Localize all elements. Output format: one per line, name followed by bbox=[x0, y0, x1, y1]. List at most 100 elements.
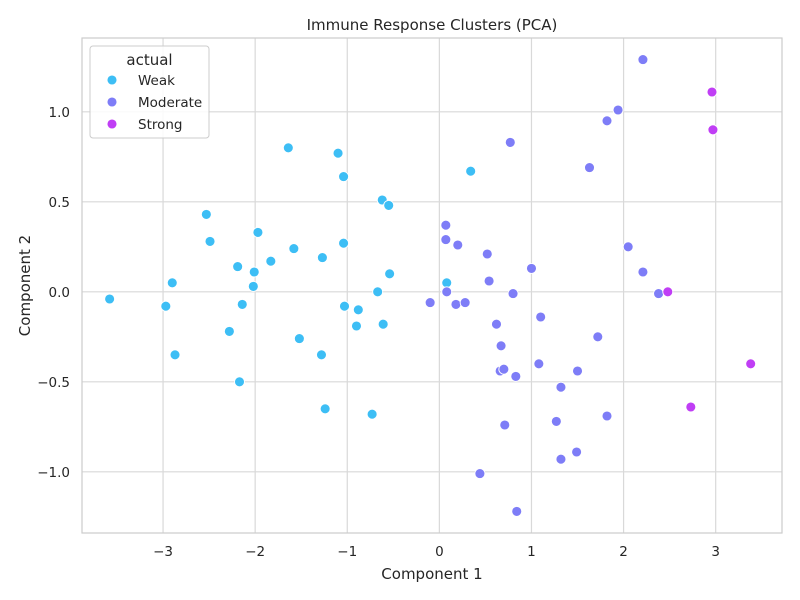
data-point-moderate bbox=[481, 248, 493, 260]
data-point-weak bbox=[288, 243, 300, 255]
data-point-weak bbox=[384, 268, 396, 280]
data-point-weak bbox=[248, 266, 260, 278]
data-point-moderate bbox=[622, 241, 634, 253]
data-point-moderate bbox=[592, 331, 604, 343]
data-point-weak bbox=[160, 300, 172, 312]
y-tick-label: −1.0 bbox=[37, 465, 70, 481]
data-point-moderate bbox=[459, 297, 471, 309]
data-point-weak bbox=[465, 165, 477, 177]
data-point-moderate bbox=[510, 370, 522, 382]
data-point-moderate bbox=[637, 54, 649, 66]
x-axis-title: Component 1 bbox=[381, 565, 482, 583]
data-point-moderate bbox=[499, 419, 511, 431]
data-point-moderate bbox=[601, 410, 613, 422]
data-point-moderate bbox=[498, 363, 510, 375]
y-tick-label: −0.5 bbox=[37, 375, 70, 391]
data-point-moderate bbox=[572, 365, 583, 377]
data-point-moderate bbox=[424, 297, 436, 309]
data-point-moderate bbox=[440, 219, 452, 231]
data-point-moderate bbox=[495, 340, 507, 352]
data-point-moderate bbox=[440, 234, 452, 246]
data-point-weak bbox=[169, 349, 181, 361]
x-tick-label: 3 bbox=[711, 544, 720, 560]
x-tick-label: −2 bbox=[245, 544, 265, 560]
data-point-weak bbox=[223, 325, 235, 337]
y-tick-label: 1.0 bbox=[49, 105, 70, 121]
data-point-moderate bbox=[555, 453, 567, 465]
data-point-moderate bbox=[533, 358, 545, 370]
y-axis-ticks: −1.0 −0.5 0.0 0.5 1.0 bbox=[37, 105, 70, 481]
data-point-moderate bbox=[653, 288, 665, 300]
scatter-points bbox=[104, 54, 757, 517]
data-point-weak bbox=[441, 277, 453, 289]
data-point-weak bbox=[352, 304, 364, 316]
data-point-weak bbox=[104, 293, 116, 305]
legend-marker-weak bbox=[106, 74, 118, 86]
data-point-moderate bbox=[612, 104, 624, 116]
data-point-weak bbox=[372, 286, 384, 298]
data-point-weak bbox=[265, 255, 277, 267]
chart-title: Immune Response Clusters (PCA) bbox=[307, 16, 558, 34]
data-point-weak bbox=[204, 235, 216, 247]
legend-title: actual bbox=[126, 51, 172, 69]
x-tick-label: 2 bbox=[619, 544, 628, 560]
data-point-weak bbox=[377, 318, 389, 330]
data-point-weak bbox=[282, 142, 294, 154]
data-point-weak bbox=[252, 226, 264, 238]
data-point-weak bbox=[232, 261, 244, 273]
data-point-moderate bbox=[511, 505, 523, 517]
data-point-weak bbox=[247, 280, 259, 292]
data-point-moderate bbox=[441, 286, 453, 298]
data-point-moderate bbox=[584, 162, 595, 174]
data-point-moderate bbox=[637, 266, 649, 278]
data-point-weak bbox=[339, 300, 350, 312]
data-point-weak bbox=[293, 333, 305, 345]
x-tick-label: 1 bbox=[527, 544, 536, 560]
data-point-weak bbox=[200, 208, 212, 220]
data-point-weak bbox=[319, 403, 331, 415]
data-point-moderate bbox=[504, 136, 516, 148]
data-point-weak bbox=[351, 320, 362, 332]
data-point-moderate bbox=[601, 115, 613, 127]
data-point-moderate bbox=[555, 381, 567, 393]
legend: actual Weak Moderate Strong bbox=[89, 45, 210, 139]
data-point-weak bbox=[366, 408, 378, 420]
y-axis-title: Component 2 bbox=[16, 235, 34, 336]
legend-label-strong: Strong bbox=[138, 117, 183, 133]
data-point-weak bbox=[338, 171, 350, 183]
legend-marker-moderate bbox=[106, 96, 118, 108]
y-tick-label: 0.0 bbox=[49, 285, 70, 301]
series-weak bbox=[104, 142, 477, 420]
data-point-weak bbox=[234, 376, 245, 388]
data-point-moderate bbox=[526, 262, 537, 274]
data-point-weak bbox=[383, 199, 395, 211]
data-point-moderate bbox=[507, 288, 519, 300]
data-point-moderate bbox=[571, 446, 583, 458]
data-point-weak bbox=[338, 237, 350, 249]
data-point-strong bbox=[706, 86, 718, 98]
data-point-strong bbox=[745, 358, 757, 370]
data-point-weak bbox=[316, 349, 327, 361]
data-point-moderate bbox=[491, 318, 502, 330]
legend-label-weak: Weak bbox=[138, 73, 175, 89]
y-tick-label: 0.5 bbox=[49, 195, 70, 211]
legend-box bbox=[89, 45, 210, 139]
series-strong bbox=[662, 86, 757, 413]
data-point-moderate bbox=[550, 415, 562, 427]
data-point-strong bbox=[662, 286, 674, 298]
legend-marker-strong bbox=[106, 118, 118, 130]
plot-frame bbox=[81, 37, 783, 534]
legend-items: Weak Moderate Strong bbox=[106, 73, 202, 133]
data-point-moderate bbox=[483, 275, 495, 287]
legend-label-moderate: Moderate bbox=[138, 95, 202, 111]
x-tick-label: −3 bbox=[153, 544, 173, 560]
x-tick-label: −1 bbox=[337, 544, 357, 560]
data-point-moderate bbox=[535, 311, 547, 323]
data-point-moderate bbox=[452, 239, 464, 251]
data-point-weak bbox=[166, 277, 178, 289]
data-point-weak bbox=[332, 147, 344, 159]
x-axis-ticks: −3 −2 −1 0 1 2 3 bbox=[153, 544, 720, 560]
x-tick-label: 0 bbox=[435, 544, 444, 560]
data-point-moderate bbox=[474, 468, 486, 480]
